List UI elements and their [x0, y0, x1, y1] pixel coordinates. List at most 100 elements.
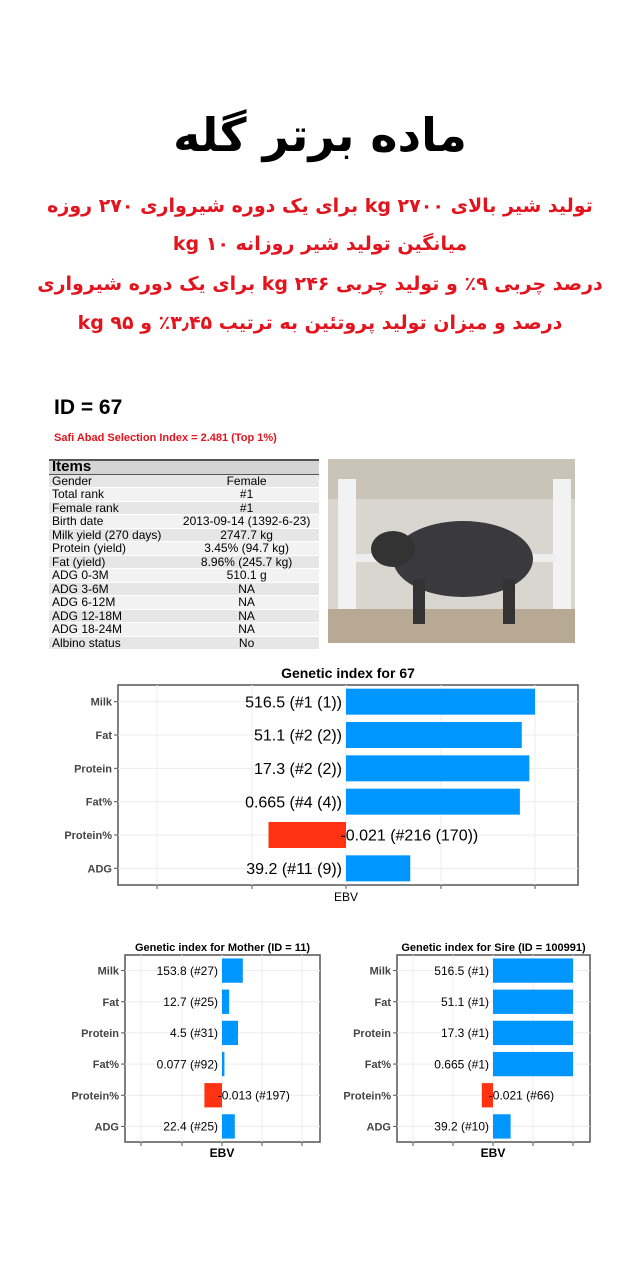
category-label: Milk: [370, 966, 392, 978]
data-label: 0.077 (#92): [157, 1057, 218, 1071]
bar: [222, 1114, 235, 1139]
items-row: ADG 3-6M NA: [49, 582, 319, 596]
category-label: Milk: [98, 966, 120, 978]
items-row: Albino status No: [49, 636, 319, 650]
category-label: Protein: [81, 1028, 119, 1040]
item-label: ADG 0-3M: [49, 568, 175, 583]
data-label: 39.2 (#11 (9)): [246, 861, 342, 878]
item-label: Birth date: [49, 514, 175, 529]
category-label: Protein%: [71, 1090, 119, 1102]
category-label: ADG: [88, 863, 112, 875]
item-value: 2013-09-14 (1392-6-23): [174, 514, 319, 529]
bar: [346, 755, 530, 782]
items-row: ADG 18-24M NA: [49, 622, 319, 637]
plot-area: [117, 684, 579, 886]
item-label: Milk yield (270 days): [49, 528, 175, 542]
item-value: No: [174, 636, 319, 650]
bar: [268, 822, 346, 848]
chart-title: Genetic index for Mother (ID = 11): [135, 942, 310, 954]
category-label: Fat%: [93, 1059, 120, 1071]
bar: [493, 958, 573, 983]
item-label: Albino status: [49, 636, 175, 650]
data-label: 51.1 (#1): [441, 995, 489, 1009]
data-label: -0.021 (#66): [489, 1088, 554, 1102]
items-row: ADG 12-18M NA: [49, 609, 319, 623]
data-label: -0.021 (#216 (170)): [340, 828, 478, 845]
data-label: 39.2 (#10): [434, 1120, 489, 1134]
category-label: Protein%: [343, 1090, 391, 1102]
item-value: NA: [174, 609, 319, 623]
data-label: 0.665 (#1): [434, 1057, 489, 1071]
items-row: Protein (yield) 3.45% (94.7 kg): [49, 541, 319, 556]
category-label: Fat: [375, 997, 392, 1009]
category-label: Fat: [103, 997, 120, 1009]
mother-genetic-index-chart: Genetic index for Mother (ID = 11) Milk 15…: [71, 942, 321, 1160]
bar: [493, 1114, 511, 1139]
item-label: ADG 6-12M: [49, 595, 175, 610]
item-label: ADG 12-18M: [49, 609, 175, 623]
item-value: 2747.7 kg: [174, 528, 319, 542]
bar: [222, 1020, 238, 1046]
item-label: Protein (yield): [49, 541, 175, 556]
data-label: -0.013 (#197): [218, 1088, 290, 1102]
bar: [346, 722, 522, 748]
bar: [204, 1083, 222, 1108]
sire-genetic-index-chart: Genetic index for Sire (ID = 100991) Milk…: [343, 942, 591, 1160]
category-label: Fat%: [86, 797, 113, 809]
data-label: 17.3 (#1): [441, 1026, 489, 1040]
x-axis-label: EBV: [210, 1146, 235, 1160]
x-axis-label: EBV: [334, 890, 358, 904]
items-row: ADG 6-12M NA: [49, 595, 319, 610]
bar: [222, 989, 230, 1014]
items-row: Female rank #1: [49, 501, 319, 515]
items-table: Items Gender Female Total rank #1 Female ran…: [49, 459, 319, 650]
data-label: 12.7 (#25): [163, 995, 218, 1009]
bar: [493, 1051, 573, 1077]
bar: [481, 1083, 493, 1108]
item-value: 8.96% (245.7 kg): [174, 555, 319, 569]
items-row: Milk yield (270 days) 2747.7 kg: [49, 528, 319, 542]
category-label: Protein: [353, 1028, 391, 1040]
data-label: 4.5 (#31): [170, 1026, 218, 1040]
chart-title: Genetic index for 67: [281, 665, 415, 681]
item-label: Total rank: [49, 487, 175, 502]
category-label: Fat%: [365, 1059, 392, 1071]
item-value: #1: [174, 501, 319, 515]
data-label: 153.8 (#27): [157, 964, 218, 978]
item-label: Female rank: [49, 501, 175, 515]
items-row: ADG 0-3M 510.1 g: [49, 568, 319, 583]
category-label: Protein%: [64, 830, 112, 842]
description-line: تولید شیر بالای kg ۲۷۰۰ برای یک دوره شیر…: [47, 195, 593, 217]
items-row: Gender Female: [49, 474, 319, 488]
description-line: میانگین تولید شیر روزانه kg ۱۰: [172, 233, 468, 255]
item-label: ADG 18-24M: [49, 622, 175, 637]
item-value: NA: [174, 595, 319, 610]
data-label: 516.5 (#1): [434, 964, 489, 978]
category-label: Milk: [91, 697, 113, 709]
bar: [222, 958, 243, 983]
bar: [346, 855, 411, 882]
data-label: 51.1 (#2 (2)): [254, 728, 342, 745]
genetic-index-chart: Genetic index for 67 Milk 516.5 (#1 (1)) Fa…: [64, 665, 579, 904]
items-header: Items: [49, 459, 319, 475]
category-label: Fat: [96, 730, 113, 742]
bar: [493, 989, 573, 1014]
bar: [346, 688, 535, 715]
page-title: ماده برتر گله: [173, 108, 467, 162]
items-row: Birth date 2013-09-14 (1392-6-23): [49, 514, 319, 529]
item-value: NA: [174, 622, 319, 637]
bar: [493, 1020, 573, 1046]
buffalo-photo: [328, 459, 575, 643]
category-label: ADG: [367, 1121, 391, 1133]
item-label: ADG 3-6M: [49, 582, 175, 596]
description-line: درصد و میزان تولید پروتئین به ترتیب ۳٫۴۵…: [77, 312, 563, 334]
chart-title: Genetic index for Sire (ID = 100991): [401, 942, 586, 954]
category-label: Protein: [74, 763, 112, 775]
item-value: #1: [174, 487, 319, 502]
item-value: 3.45% (94.7 kg): [174, 541, 319, 556]
x-axis-label: EBV: [481, 1146, 506, 1160]
bar: [222, 1051, 225, 1077]
data-label: 22.4 (#25): [163, 1120, 218, 1134]
item-value: NA: [174, 582, 319, 596]
